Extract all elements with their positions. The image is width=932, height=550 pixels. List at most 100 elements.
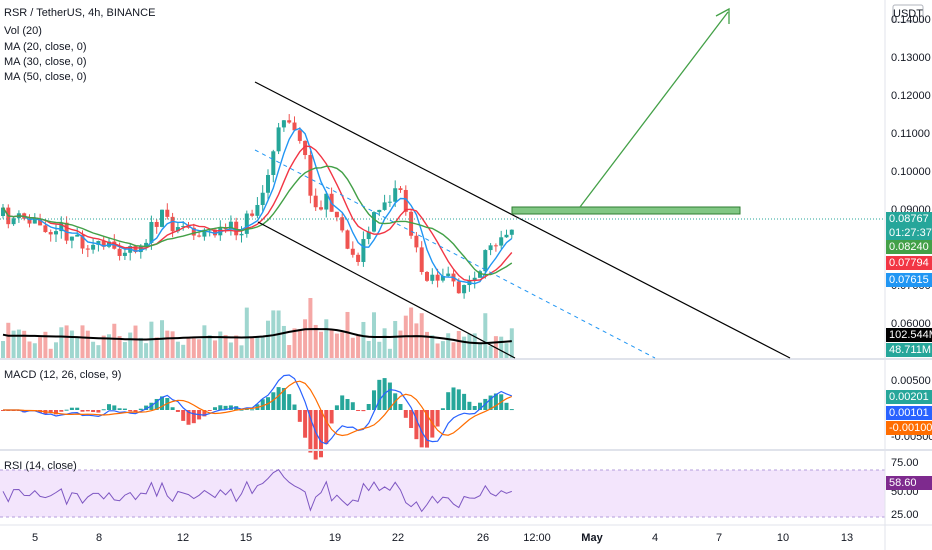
candle-body <box>266 174 270 193</box>
macd-hist <box>202 410 207 417</box>
volume-bar <box>292 328 297 358</box>
price-badge-text: 48.711M <box>889 344 931 356</box>
macd-hist <box>462 393 467 410</box>
macd-hist <box>319 410 323 458</box>
macd-hist <box>493 393 498 410</box>
candle-body <box>197 235 202 237</box>
candle-body <box>398 188 403 190</box>
price-tick-label: 0.06000 <box>891 318 931 330</box>
time-tick-label: 26 <box>477 532 489 544</box>
candle-body <box>372 212 376 232</box>
macd-hist <box>440 408 445 410</box>
candle-body <box>440 275 445 281</box>
candle-body <box>382 202 387 210</box>
time-tick-label: 13 <box>841 532 853 544</box>
indicator-label: MA (20, close, 0) <box>4 41 87 53</box>
candle-body <box>191 227 196 236</box>
macd-hist <box>387 382 392 410</box>
macd-hist <box>138 408 143 410</box>
candle-body <box>292 122 297 131</box>
volume-bar <box>446 333 451 358</box>
macd-hist <box>356 410 361 411</box>
macd-hist <box>287 394 292 410</box>
volume-bar <box>218 331 223 358</box>
price-badge-text: 0.07615 <box>889 274 929 286</box>
candle-body <box>419 247 424 273</box>
volume-bar <box>239 345 244 358</box>
volume-bar <box>462 336 467 358</box>
currency-text[interactable]: USDT <box>893 8 923 20</box>
volume-bar <box>467 333 472 358</box>
candle-body <box>1 207 5 216</box>
volume-bar <box>483 313 488 358</box>
macd-hist <box>133 410 138 413</box>
volume-bar <box>377 341 382 358</box>
macd-hist <box>329 410 334 424</box>
candle-body <box>472 277 477 281</box>
volume-bar <box>287 345 292 358</box>
candle-body <box>234 221 239 236</box>
candle-body <box>181 226 186 228</box>
candle-body <box>377 209 382 213</box>
macd-hist <box>101 409 106 411</box>
candle-body <box>170 216 175 232</box>
candle-body <box>38 219 43 226</box>
target-zone <box>511 206 741 215</box>
time-tick-label: 7 <box>716 532 722 544</box>
candle-body <box>350 248 355 255</box>
macd-hist <box>144 405 149 410</box>
macd-hist <box>175 410 180 412</box>
macd-hist <box>303 410 308 438</box>
volume-bar <box>48 348 53 358</box>
volume-bar <box>488 346 493 358</box>
time-tick-label: 15 <box>240 532 252 544</box>
volume-bar <box>138 337 143 358</box>
macd-hist <box>213 407 217 410</box>
volume-bar <box>324 319 329 358</box>
macd-hist <box>472 405 477 410</box>
volume-bar <box>191 338 196 358</box>
volume-bar <box>107 334 111 358</box>
channel-upper <box>254 81 791 359</box>
signal-line <box>3 380 513 437</box>
candle-body <box>435 274 440 281</box>
currency-button[interactable] <box>892 4 924 23</box>
macd-label: MACD (12, 26, close, 9) <box>4 369 121 381</box>
volume-bar <box>393 320 398 358</box>
candle-body <box>255 204 260 216</box>
volume-bar <box>361 321 366 358</box>
volume-bar <box>213 340 217 358</box>
volume-bar <box>451 342 456 358</box>
volume-bar <box>509 328 514 358</box>
macd-hist <box>186 410 191 425</box>
candle-body <box>250 213 255 216</box>
macd-hist <box>112 405 117 410</box>
macd-hist <box>48 410 53 413</box>
candle-body <box>133 246 138 253</box>
indicator-label: MA (50, close, 0) <box>4 71 87 83</box>
candle-body <box>91 244 96 250</box>
macd-hist <box>96 410 101 413</box>
indicator-label: Vol (20) <box>4 25 42 37</box>
candle-body <box>117 248 122 256</box>
macd-hist <box>54 410 58 415</box>
candle-body <box>403 189 408 212</box>
rsi-tick-label: 75.00 <box>891 457 919 469</box>
macd-hist <box>419 410 424 448</box>
macd-hist <box>191 410 196 424</box>
candle-body <box>59 222 64 232</box>
price-tick-label: 0.11000 <box>891 128 930 140</box>
macd-tick-label: 0.00500 <box>891 375 931 387</box>
macd-hist <box>456 389 461 410</box>
macd-hist <box>239 409 244 411</box>
price-badge-text: 0.00201 <box>889 391 929 403</box>
candle-body <box>361 239 366 262</box>
volume-bar <box>493 336 498 358</box>
volume-bar <box>297 329 302 358</box>
price-badge <box>886 328 932 342</box>
volume-bar <box>165 330 170 358</box>
candle-body <box>48 232 53 235</box>
volume-bar <box>112 323 117 358</box>
volume-bar <box>504 343 509 358</box>
